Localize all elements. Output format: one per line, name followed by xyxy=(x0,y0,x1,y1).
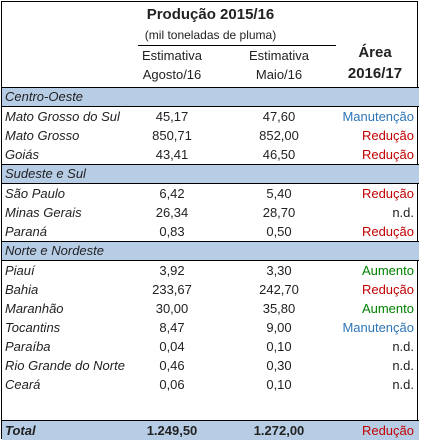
value-agosto: 850,71 xyxy=(152,128,192,143)
value-maio: 47,60 xyxy=(262,109,296,124)
state-name: Mato Grosso do Sul xyxy=(5,109,120,124)
area-status: n.d. xyxy=(392,339,414,354)
col-maio-line2: Maio/16 xyxy=(255,67,303,82)
value-maio: 0,30 xyxy=(266,358,292,373)
value-maio: 28,70 xyxy=(262,205,296,220)
table-row: Bahia 233,67 242,70 Redução xyxy=(2,280,419,300)
table-row: Paraíba 0,04 0,10 n.d. xyxy=(2,337,419,357)
state-name: Tocantins xyxy=(5,320,61,335)
area-status: Manutenção xyxy=(342,109,414,124)
state-name: Paraíba xyxy=(5,339,51,354)
table-row: Ceará 0,06 0,10 n.d. xyxy=(2,375,419,395)
state-name: Bahia xyxy=(5,282,39,297)
state-name: Paraná xyxy=(5,224,47,239)
total-agosto: 1.249,50 xyxy=(146,423,198,438)
state-name: Minas Gerais xyxy=(5,205,82,220)
value-agosto: 45,17 xyxy=(155,109,189,124)
area-status: Redução xyxy=(361,186,414,201)
area-status: Manutenção xyxy=(342,320,414,335)
value-maio: 0,50 xyxy=(266,224,292,239)
area-status: Redução xyxy=(361,147,414,162)
state-name: Rio Grande do Norte xyxy=(5,358,125,373)
area-status: Redução xyxy=(361,224,414,239)
table-row: Maranhão 30,00 35,80 Aumento xyxy=(2,299,419,319)
col-area-line2: 2016/17 xyxy=(347,65,403,82)
table-row: Rio Grande do Norte 0,46 0,30 n.d. xyxy=(2,356,419,376)
value-maio: 0,10 xyxy=(266,339,292,354)
value-agosto: 30,00 xyxy=(155,301,189,316)
table-row: Mato Grosso do Sul 45,17 47,60 Manutenção xyxy=(2,107,419,127)
value-agosto: 6,42 xyxy=(159,186,185,201)
value-maio: 0,10 xyxy=(266,377,292,392)
section-header: Sudeste e Sul xyxy=(2,164,419,184)
area-status: n.d. xyxy=(392,377,414,392)
value-agosto: 0,06 xyxy=(159,377,185,392)
value-agosto: 0,04 xyxy=(159,339,185,354)
value-agosto: 8,47 xyxy=(159,320,185,335)
col-agosto-line2: Agosto/16 xyxy=(142,67,202,82)
total-maio: 1.272,00 xyxy=(253,423,305,438)
area-status: Redução xyxy=(361,128,414,143)
table-row: Goiás 43,41 46,50 Redução xyxy=(2,145,419,165)
total-label: Total xyxy=(5,423,36,438)
total-row: Total 1.249,50 1.272,00 Redução xyxy=(2,420,419,440)
value-maio: 46,50 xyxy=(262,147,296,162)
table-title: Produção 2015/16 xyxy=(146,6,275,23)
state-name: Mato Grosso xyxy=(5,128,80,143)
area-status: Redução xyxy=(361,282,414,297)
state-name: Piauí xyxy=(5,263,35,278)
col-area-line1: Área xyxy=(358,44,392,61)
value-agosto: 0,46 xyxy=(159,358,185,373)
table-row: Piauí 3,92 3,30 Aumento xyxy=(2,261,419,281)
state-name: Ceará xyxy=(5,377,41,392)
state-name: São Paulo xyxy=(5,186,65,201)
area-status: n.d. xyxy=(392,205,414,220)
value-agosto: 26,34 xyxy=(155,205,189,220)
value-maio: 852,00 xyxy=(259,128,299,143)
value-maio: 9,00 xyxy=(266,320,292,335)
total-status: Redução xyxy=(361,423,414,438)
value-maio: 3,30 xyxy=(266,263,292,278)
section-header: Centro-Oeste xyxy=(2,87,419,107)
col-agosto-line1: Estimativa xyxy=(142,48,202,63)
value-maio: 242,70 xyxy=(259,282,299,297)
table-subtitle: (mil toneladas de pluma) xyxy=(144,28,277,42)
table-row: Tocantins 8,47 9,00 Manutenção xyxy=(2,318,419,338)
col-maio-line1: Estimativa xyxy=(249,48,309,63)
value-maio: 35,80 xyxy=(262,301,296,316)
area-status: Aumento xyxy=(361,301,414,316)
subtitle-underline xyxy=(138,45,336,46)
table-row: Paraná 0,83 0,50 Redução xyxy=(2,222,419,242)
state-name: Goiás xyxy=(5,147,39,162)
state-name: Maranhão xyxy=(5,301,64,316)
value-agosto: 0,83 xyxy=(159,224,185,239)
table-row: Mato Grosso 850,71 852,00 Redução xyxy=(2,126,419,146)
area-status: Aumento xyxy=(361,263,414,278)
area-status: n.d. xyxy=(392,358,414,373)
value-agosto: 3,92 xyxy=(159,263,185,278)
value-maio: 5,40 xyxy=(266,186,292,201)
table-row: São Paulo 6,42 5,40 Redução xyxy=(2,184,419,204)
value-agosto: 233,67 xyxy=(152,282,192,297)
value-agosto: 43,41 xyxy=(155,147,189,162)
section-header: Norte e Nordeste xyxy=(2,241,419,261)
table-row: Minas Gerais 26,34 28,70 n.d. xyxy=(2,203,419,223)
